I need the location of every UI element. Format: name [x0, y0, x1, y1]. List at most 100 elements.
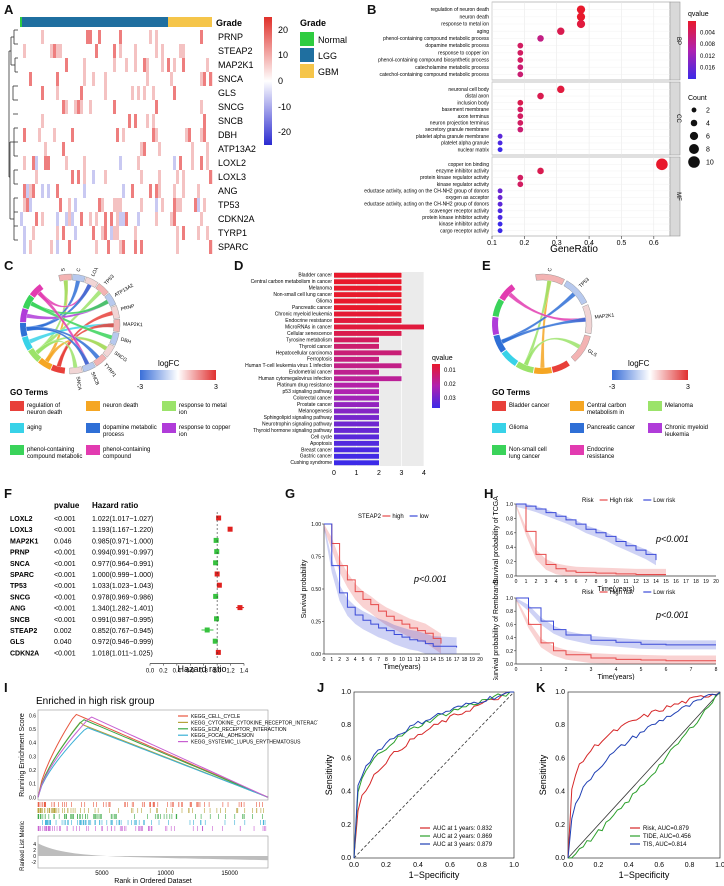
forest-gene-label: SNCB: [10, 617, 30, 624]
heatmap-cell: [74, 212, 78, 226]
chord-term-segment: [493, 334, 506, 353]
heatmap-cell: [206, 44, 210, 58]
chord-ribbon: [30, 301, 113, 340]
logfc-title: logFC: [158, 359, 180, 368]
roc-y-tick: 0.8: [555, 722, 565, 729]
heatmap-cell: [23, 156, 27, 170]
heatmap-cell: [35, 86, 39, 100]
heatmap-cell: [71, 156, 75, 170]
heatmap-cell: [50, 128, 54, 142]
heatmap-cell: [128, 30, 132, 44]
heatmap-cell: [95, 58, 99, 72]
heatmap-cell: [86, 240, 90, 254]
go-term-label: kinase inhibitor activity: [439, 222, 490, 228]
kegg-pathway-label: Prostate cancer: [297, 402, 332, 408]
heatmap-cell: [206, 142, 210, 156]
heatmap-cell: [110, 44, 114, 58]
chord-gene-label: ATP13A2: [114, 283, 135, 299]
heatmap-gene-label: LOXL3: [218, 172, 246, 182]
heatmap-cell: [29, 240, 33, 254]
heatmap-cell: [110, 240, 114, 254]
heatmap-cell: [206, 170, 210, 184]
heatmap-cell: [44, 72, 48, 86]
forest-point: [214, 616, 220, 622]
heatmap-cell: [119, 72, 123, 86]
legend-label: ion: [179, 432, 187, 438]
heatmap-cell: [65, 86, 69, 100]
heatmap-cell: [32, 72, 36, 86]
heatmap-cell: [47, 170, 51, 184]
heatmap-cell: [98, 72, 102, 86]
heatmap-cell: [164, 44, 168, 58]
km-x-tick: 16: [673, 579, 679, 585]
km-x-tick: 4: [555, 579, 558, 585]
heatmap-cell: [41, 86, 45, 100]
heatmap-cell: [47, 128, 51, 142]
forest-pvalue: 0.040: [54, 639, 72, 646]
go-term-dot: [537, 35, 544, 42]
heatmap-cell: [80, 240, 84, 254]
heatmap-cell: [116, 100, 120, 114]
heatmap-cell: [53, 156, 57, 170]
heatmap-cell: [95, 128, 99, 142]
chord-gene-label: TP53: [578, 277, 591, 290]
roc-legend-label: AUC at 3 years: 0.879: [433, 842, 493, 848]
heatmap-cell: [80, 170, 84, 184]
km-x-tick: 10: [613, 579, 619, 585]
heatmap-cell: [89, 240, 93, 254]
gsea-y-tick: 0.6: [29, 713, 36, 719]
heatmap-cell: [197, 142, 201, 156]
heatmap-cell: [113, 156, 117, 170]
heatmap-cell: [185, 58, 189, 72]
heatmap-cell: [44, 58, 48, 72]
count-legend-title: Count: [688, 95, 707, 102]
heatmap-cell: [206, 198, 210, 212]
heatmap-cell: [140, 128, 144, 142]
heatmap-cell: [53, 72, 57, 86]
heatmap-cell: [44, 156, 48, 170]
heatmap-cell: [191, 212, 195, 226]
heatmap-cell: [44, 226, 48, 240]
forest-hr-text: 0.977(0.964~0.991): [92, 561, 153, 568]
heatmap-cell: [119, 30, 123, 44]
panel-label-g: G: [285, 486, 296, 501]
heatmap-cell: [44, 240, 48, 254]
heatmap-cell: [89, 44, 93, 58]
heatmap-cell: [128, 170, 132, 184]
heatmap-cell: [35, 114, 39, 128]
heatmap-cell: [50, 58, 54, 72]
roc-x-tick: 0.0: [563, 862, 573, 869]
heatmap-cell: [32, 86, 36, 100]
heatmap-cell: [149, 100, 153, 114]
gsea-metric-area: [38, 843, 268, 861]
heatmap-cell: [185, 184, 189, 198]
heatmap-cell: [32, 226, 36, 240]
heatmap-cell: [56, 100, 60, 114]
heatmap-cell: [29, 170, 33, 184]
heatmap-cell: [176, 142, 180, 156]
chord-term-segment: [492, 298, 505, 317]
forest-hr-text: 0.994(0.991~0.997): [92, 550, 153, 557]
heatmap-cell: [206, 212, 210, 226]
heatmap-cell: [113, 198, 117, 212]
heatmap-cell: [122, 100, 126, 114]
heatmap-cell: [86, 114, 90, 128]
km-y-tick: 0.4: [506, 545, 513, 551]
heatmap-cell: [131, 226, 135, 240]
heatmap-cell: [92, 58, 96, 72]
legend-label: ion: [179, 410, 187, 416]
go-term-dot: [517, 64, 524, 71]
panel-c-chord: SPARCCDKN2ALOXL3TP53ATP13A2PRNPMAP2K1DBH…: [10, 268, 230, 460]
heatmap-cell: [101, 142, 105, 156]
grade-legend-swatch: [300, 64, 314, 78]
heatmap-cell: [128, 184, 132, 198]
heatmap-cell: [107, 142, 111, 156]
heatmap-cell: [80, 128, 84, 142]
heatmap-cell: [53, 86, 57, 100]
km-steap2-area: 0 1 2 3 4 5 6 7 8 9 10 11 12 13 14 15 16 17 18 19 200.000.25…: [301, 514, 483, 671]
heatmap-cell: [197, 212, 201, 226]
heatmap-cell: [32, 58, 36, 72]
kegg-qvalue-scale: [432, 364, 440, 408]
heatmap-cell: [74, 114, 78, 128]
heatmap-cell: [155, 72, 159, 86]
